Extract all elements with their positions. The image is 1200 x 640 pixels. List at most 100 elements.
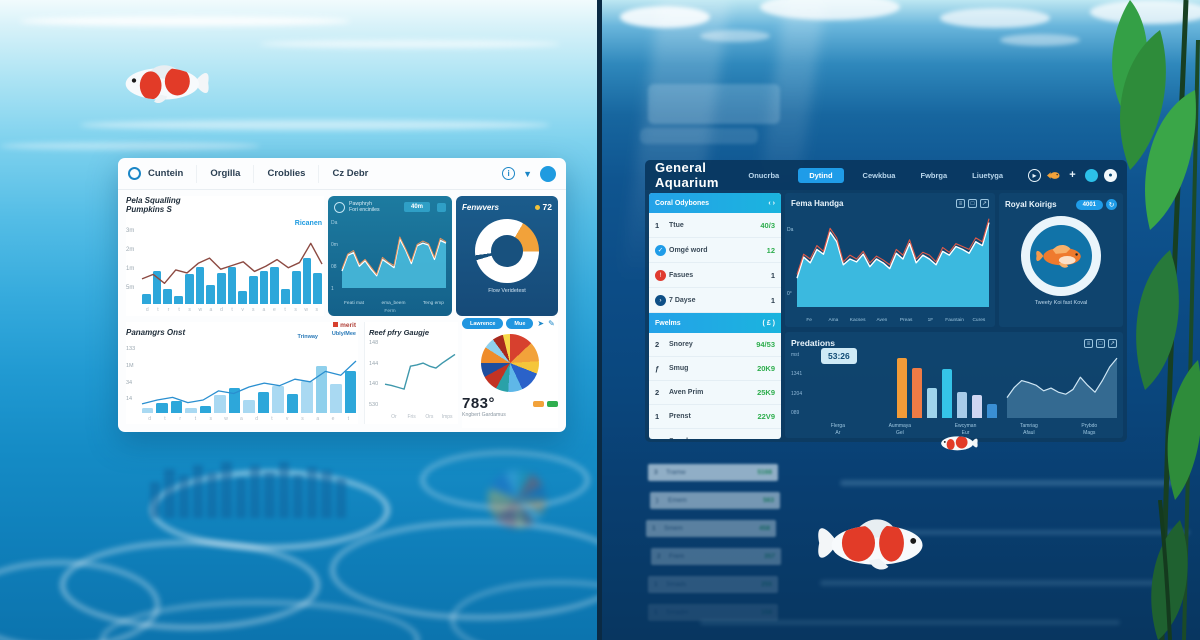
- row-value: 1: [770, 270, 775, 280]
- row-lead: 1: [655, 437, 669, 440]
- left-nav-tab-1[interactable]: Cuntein: [148, 164, 198, 183]
- expand-icon[interactable]: [437, 202, 446, 212]
- tick-label: v: [241, 307, 244, 313]
- bar: [249, 275, 258, 304]
- row-value: 25K9: [757, 388, 775, 397]
- tab-3[interactable]: Cewkbua: [862, 170, 896, 180]
- area-panel-button[interactable]: 40m: [403, 202, 430, 213]
- globe-icon[interactable]: [1085, 168, 1098, 182]
- tick-label: 5m: [126, 285, 135, 291]
- bar: [257, 392, 270, 413]
- check-icon: ✓: [655, 244, 666, 256]
- tab-1[interactable]: Onucrba: [748, 170, 780, 180]
- tick-label: 34: [126, 379, 133, 386]
- user-avatar[interactable]: ●: [1104, 168, 1117, 182]
- tick-label: v: [285, 416, 289, 422]
- bar: [142, 293, 151, 304]
- tick-label: 3m: [126, 228, 135, 234]
- sidebar-row[interactable]: 1 Prenst 22V9: [649, 405, 781, 429]
- pie-button-1[interactable]: Lawrence: [462, 318, 504, 329]
- koi-fish-avatar: [1036, 244, 1081, 268]
- filter-icon[interactable]: ▼: [523, 168, 532, 179]
- bar: [292, 475, 304, 518]
- bar: [199, 405, 212, 413]
- clock-icon[interactable]: ▸: [1028, 168, 1041, 182]
- left-nav-tab-3[interactable]: Croblies: [254, 164, 320, 183]
- tick-label: Imps: [441, 414, 453, 420]
- tab-5[interactable]: Liuetyga: [972, 170, 1003, 180]
- bar: [957, 392, 967, 418]
- row-label: Prenst: [669, 413, 691, 420]
- info-icon[interactable]: i: [502, 167, 516, 180]
- left-nav-tab-4[interactable]: Cz Debr: [332, 167, 369, 179]
- bar: [238, 290, 248, 304]
- tick-label: Ors: [425, 414, 434, 420]
- sidebar-row[interactable]: ! Fasues 1: [649, 263, 781, 288]
- menu-icon[interactable]: ≡: [956, 199, 965, 208]
- row-value: 40/3: [760, 220, 775, 230]
- tick-label: mst: [791, 352, 800, 358]
- expand-icon[interactable]: ↗: [1108, 338, 1117, 348]
- predations-line-series: [1007, 350, 1117, 418]
- tick-label: 1204: [791, 390, 803, 397]
- pie-reflection: [488, 470, 546, 528]
- sidebar-row[interactable]: 1 Ttue 40/3: [649, 213, 781, 238]
- area-series: [342, 220, 446, 288]
- water-ripple: [150, 470, 390, 550]
- expand-icon[interactable]: ↗: [980, 199, 989, 208]
- predations-card: Predations ≡ □ ↗ mst 1341 1204 089 53:26 Fl…: [785, 332, 1123, 438]
- sidebar-row[interactable]: ✓ Omgé word 12: [649, 238, 781, 263]
- bar: [897, 358, 907, 418]
- predations-bars: [897, 350, 999, 418]
- row-label: Aven Prim: [669, 389, 704, 396]
- line-chart-title: Reef pfry Gaugje: [369, 328, 430, 337]
- tick-label: 089: [791, 409, 800, 416]
- plus-icon[interactable]: +: [1069, 169, 1076, 181]
- tick-label: d: [145, 307, 149, 313]
- left-dashboard-nav: Cuntein Orgilla Croblies Cz Debr i ▼: [118, 158, 566, 190]
- chevron-left-right-icons[interactable]: ‹ ›: [768, 199, 775, 207]
- reflection-row: 2 Frem 357: [651, 548, 781, 565]
- avatar[interactable]: [540, 165, 556, 182]
- target-icon: [334, 201, 345, 213]
- tick-label: Fauntain: [945, 318, 964, 323]
- sidebar-row[interactable]: 1 Smads 51V3: [649, 429, 781, 440]
- tab-4[interactable]: Fwbrga: [920, 170, 948, 180]
- status-dot: [534, 204, 540, 210]
- sidebar-row[interactable]: › 7 Dayse 1: [649, 288, 781, 313]
- bar: [344, 370, 357, 413]
- bar: [942, 369, 952, 418]
- row-label: Omgé word: [669, 246, 708, 254]
- bar: [281, 289, 290, 304]
- sidebar-row[interactable]: 2 Aven Prim 25K9: [649, 381, 781, 405]
- tick-label: Aven: [876, 318, 888, 323]
- sidebar-row[interactable]: ƒ Smug 20K9: [649, 357, 781, 381]
- bar: [301, 380, 313, 413]
- orange-badge: [533, 400, 544, 407]
- send-icon[interactable]: ➤: [537, 319, 545, 328]
- caustic: [760, 0, 900, 20]
- koi-button[interactable]: 4001: [1075, 199, 1103, 210]
- app-title: General Aquarium: [655, 160, 719, 190]
- pie-button-2[interactable]: Mue: [506, 318, 534, 329]
- tick-label: a: [239, 416, 243, 422]
- menu-icon[interactable]: ≡: [1084, 338, 1093, 348]
- tick-label: Cures: [972, 318, 986, 323]
- annotation-1: Trinway: [297, 334, 318, 340]
- sidebar-row[interactable]: 2 Snorey 94/53: [649, 333, 781, 357]
- header-control[interactable]: ( £ ): [762, 319, 775, 327]
- bar: [184, 274, 194, 304]
- right-dashboard-header: General Aquarium Onucrba Dytind Cewkbua …: [645, 160, 1127, 190]
- tab-2-active[interactable]: Dytind: [798, 167, 844, 183]
- fish-icon[interactable]: [1047, 169, 1060, 182]
- caustic: [1000, 34, 1080, 46]
- edit-icon[interactable]: ✎: [548, 319, 555, 328]
- left-nav-tab-2[interactable]: Orgilla: [197, 164, 255, 183]
- refresh-icon[interactable]: ↻: [1106, 199, 1117, 210]
- window-icon[interactable]: □: [968, 199, 977, 208]
- koi-fish-large: [818, 519, 923, 570]
- window-icon[interactable]: □: [1096, 338, 1105, 348]
